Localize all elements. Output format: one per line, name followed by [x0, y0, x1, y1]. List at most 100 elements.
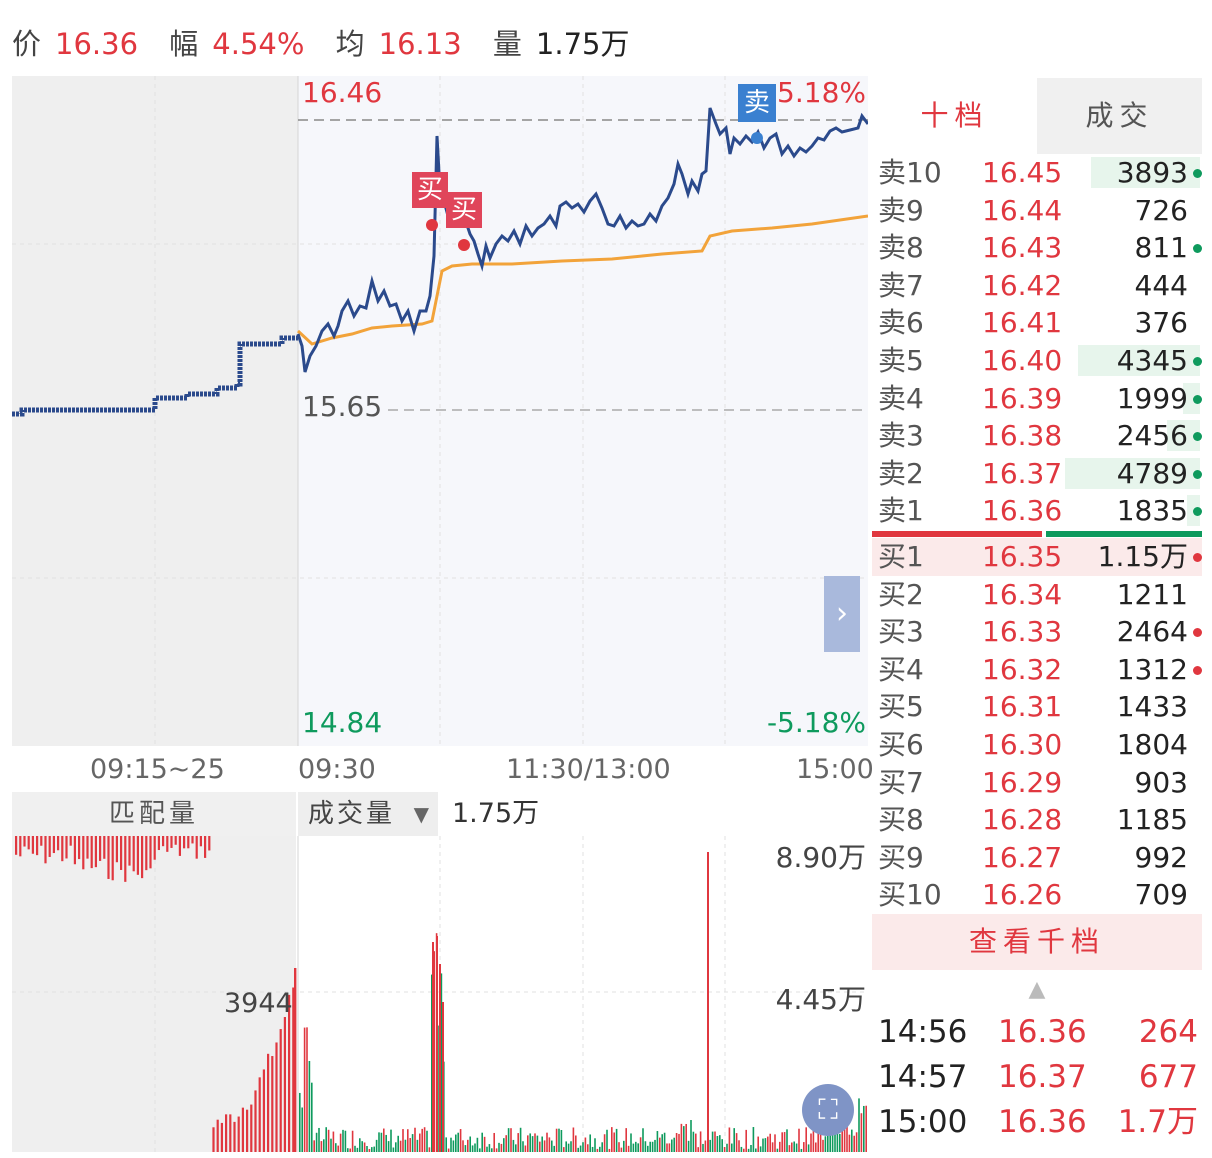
- trade-volume-bar: [344, 1130, 347, 1152]
- ask-row[interactable]: 卖10 16.45 3893: [872, 154, 1202, 192]
- bid-ask-ratio-bar: [872, 530, 1202, 538]
- trade-volume-bar: [625, 1128, 627, 1152]
- bid-quantity: 709: [1134, 878, 1188, 912]
- trade-volume-bar: [627, 1145, 630, 1152]
- fullscreen-icon[interactable]: ⛶: [802, 1084, 854, 1136]
- bid-row[interactable]: 买3 16.33 2464: [872, 613, 1202, 651]
- trade-volume-bar: [587, 1144, 589, 1152]
- trade-volume-bar: [318, 1127, 320, 1152]
- bid-levels: 买1 16.35 1.15万 买2 16.34 1211 买3 16.33 2464 买4 16.3…: [872, 537, 1202, 914]
- ask-level-label: 卖1: [878, 494, 924, 528]
- collapse-up-icon[interactable]: ▲: [1028, 976, 1046, 1002]
- tab-trades[interactable]: 成交: [1037, 78, 1202, 154]
- auction-volume-bar: [19, 836, 22, 857]
- auction-volume-bar: [73, 836, 76, 865]
- trade-volume-bar: [335, 1143, 337, 1152]
- view-thousand-levels-button[interactable]: 查看千档: [872, 913, 1202, 970]
- ask-row[interactable]: 卖3 16.38 2456: [872, 417, 1202, 455]
- trade-volume-bar: [339, 1133, 342, 1152]
- bid-row[interactable]: 买10 16.26 709: [872, 876, 1202, 914]
- bid-quantity: 2464: [1116, 615, 1188, 649]
- trade-volume-bar: [428, 1147, 431, 1152]
- auction-volume-bar: [132, 836, 135, 872]
- auction-volume-bar: [204, 836, 207, 858]
- trade-volume-bar: [380, 1132, 383, 1152]
- trade-volume-bar: [606, 1129, 608, 1152]
- trade-volume-bar: [567, 1143, 570, 1152]
- buy-point-1[interactable]: [426, 219, 438, 231]
- auction-peak-label: 3944: [224, 988, 293, 1019]
- trade-volume-bar: [306, 1027, 308, 1152]
- buy-marker-2[interactable]: 买: [446, 192, 482, 228]
- trade-volume-bar: [507, 1128, 510, 1152]
- trade-volume-bar: [452, 1140, 455, 1152]
- bid-row[interactable]: 买1 16.35 1.15万: [872, 537, 1202, 576]
- ask-row[interactable]: 卖1 16.36 1835: [872, 492, 1202, 530]
- bid-row[interactable]: 买8 16.28 1185: [872, 801, 1202, 839]
- trade-volume-bar: [402, 1129, 404, 1152]
- auction-volume-bar: [258, 1077, 261, 1152]
- intraday-price-chart[interactable]: 16.46 5.18% 15.65 14.84 -5.18% 买 买 卖 ›: [12, 76, 870, 746]
- trade-volume-bar: [723, 1147, 726, 1152]
- auction-volume-bar: [27, 836, 30, 850]
- ask-level-label: 卖8: [878, 231, 924, 265]
- red-dot-icon: [1193, 628, 1202, 638]
- ask-row[interactable]: 卖7 16.42 444: [872, 267, 1202, 305]
- auction-volume-bar: [183, 836, 186, 849]
- sell-marker[interactable]: 卖: [738, 84, 776, 122]
- trade-volume-bar: [704, 1140, 707, 1152]
- ask-row[interactable]: 卖5 16.40 4345: [872, 342, 1202, 380]
- ask-row[interactable]: 卖2 16.37 4789: [872, 455, 1202, 493]
- trade-volume-bar: [668, 1143, 671, 1152]
- ask-row[interactable]: 卖6 16.41 376: [872, 304, 1202, 342]
- trade-volume-bar: [439, 964, 441, 1152]
- trade-volume-bar: [313, 1140, 315, 1152]
- trade-volume-bar: [433, 951, 435, 1152]
- ask-row[interactable]: 卖8 16.43 811: [872, 229, 1202, 267]
- bid-row[interactable]: 买5 16.31 1433: [872, 688, 1202, 726]
- bid-row[interactable]: 买2 16.34 1211: [872, 576, 1202, 614]
- bid-row[interactable]: 买4 16.32 1312: [872, 651, 1202, 689]
- bid-row[interactable]: 买6 16.30 1804: [872, 726, 1202, 764]
- trade-volume-bar: [577, 1147, 579, 1152]
- ask-depth-bar: [1183, 382, 1200, 414]
- ask-quantity: 444: [1134, 268, 1188, 302]
- trade-volume-bar: [419, 1133, 421, 1152]
- trade-volume-bar: [699, 1131, 702, 1152]
- bid-price: 16.27: [982, 840, 1063, 874]
- trade-volume-bar: [719, 1135, 721, 1152]
- trade-volume-bar: [392, 1147, 395, 1152]
- trade-volume-bar: [702, 1143, 704, 1152]
- trade-volume-bar: [735, 1133, 738, 1152]
- volume-bars: [15, 836, 867, 1152]
- trade-volume-bar: [812, 1131, 815, 1152]
- ask-row[interactable]: 卖9 16.44 726: [872, 192, 1202, 230]
- trade-volume-bar: [495, 1148, 498, 1152]
- auction-volume-bar: [225, 1114, 228, 1152]
- trade-volume-bar: [440, 973, 443, 1152]
- trade-volume-bar: [351, 1130, 354, 1152]
- bid-row[interactable]: 买9 16.27 992: [872, 839, 1202, 877]
- trade-volume-bar: [685, 1123, 687, 1152]
- bid-row[interactable]: 买7 16.29 903: [872, 764, 1202, 802]
- pct-low-label: -5.18%: [766, 706, 866, 739]
- buy-point-2[interactable]: [458, 239, 470, 251]
- ask-row[interactable]: 卖4 16.39 1999: [872, 380, 1202, 418]
- volume-chart[interactable]: 3944 8.90万 4.45万 ⛶: [12, 836, 868, 1152]
- bid-level-label: 买8: [878, 803, 924, 837]
- trade-volume-bar: [769, 1133, 771, 1152]
- trade-volume-bar: [383, 1128, 385, 1152]
- trade-time: 14:57: [878, 1058, 968, 1095]
- tab-ten-levels[interactable]: 十档: [872, 78, 1037, 154]
- trade-volume-bar: [361, 1141, 363, 1152]
- ask-price: 16.42: [982, 268, 1063, 302]
- trade-volume-bar: [843, 1111, 846, 1152]
- expand-arrow-icon[interactable]: ›: [824, 576, 860, 652]
- buy-marker-1[interactable]: 买: [412, 172, 448, 208]
- trade-volume-bar: [332, 1131, 335, 1152]
- sell-point[interactable]: [751, 132, 763, 144]
- trade-volume-bar: [450, 1137, 452, 1152]
- volume-selector[interactable]: 成交量 ▼: [298, 792, 438, 836]
- trade-volume-bar: [447, 1148, 450, 1152]
- trade-volume-bar: [303, 1027, 306, 1152]
